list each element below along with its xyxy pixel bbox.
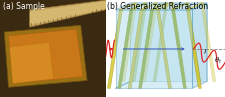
Polygon shape <box>121 3 136 81</box>
Text: (a) Sample: (a) Sample <box>3 2 45 11</box>
Polygon shape <box>119 3 136 10</box>
Polygon shape <box>9 29 83 83</box>
Polygon shape <box>170 3 185 81</box>
Polygon shape <box>171 3 188 10</box>
Polygon shape <box>152 3 167 81</box>
Polygon shape <box>129 3 146 10</box>
Polygon shape <box>115 3 206 10</box>
Polygon shape <box>4 25 87 87</box>
Polygon shape <box>115 10 192 88</box>
Polygon shape <box>186 3 203 10</box>
Polygon shape <box>186 10 200 88</box>
Polygon shape <box>192 3 206 88</box>
Polygon shape <box>115 10 192 88</box>
Text: (b) Generalized Refraction: (b) Generalized Refraction <box>107 2 208 11</box>
Polygon shape <box>185 3 200 81</box>
Polygon shape <box>30 0 106 27</box>
Polygon shape <box>200 3 215 81</box>
Polygon shape <box>171 10 186 88</box>
Polygon shape <box>142 3 157 81</box>
Polygon shape <box>138 10 153 88</box>
Polygon shape <box>130 3 206 81</box>
Polygon shape <box>140 3 157 10</box>
Polygon shape <box>30 1 106 25</box>
Polygon shape <box>9 43 53 83</box>
Polygon shape <box>156 10 171 88</box>
Polygon shape <box>128 10 142 88</box>
Polygon shape <box>107 10 122 88</box>
Polygon shape <box>117 10 132 88</box>
Polygon shape <box>132 3 146 81</box>
Text: $\theta_t$: $\theta_t$ <box>213 55 221 66</box>
Polygon shape <box>156 3 173 10</box>
Polygon shape <box>150 3 167 10</box>
